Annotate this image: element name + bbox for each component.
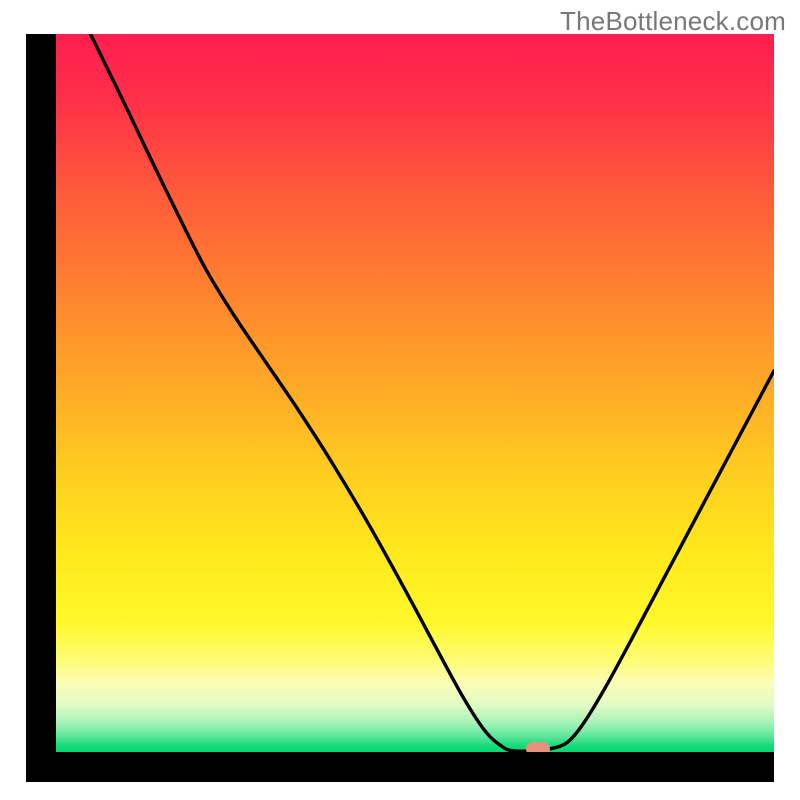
watermark-text: TheBottleneck.com bbox=[560, 6, 786, 37]
bottleneck-chart bbox=[56, 34, 774, 752]
optimal-point-marker bbox=[526, 742, 550, 752]
chart-frame bbox=[26, 34, 774, 782]
gradient-background bbox=[56, 34, 774, 752]
plot-area bbox=[56, 34, 774, 752]
